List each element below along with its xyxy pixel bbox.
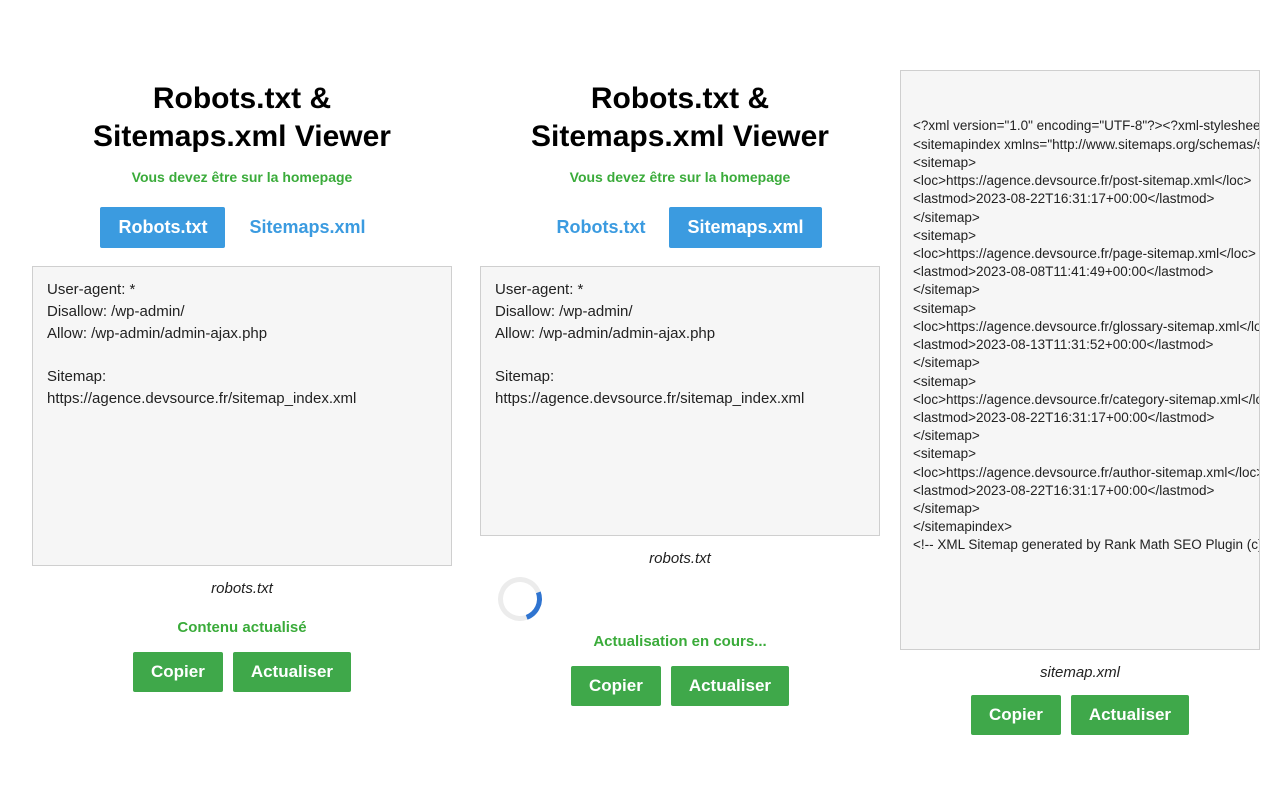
tab-sitemaps[interactable]: Sitemaps.xml (231, 207, 383, 248)
status-text: Contenu actualisé (32, 619, 452, 636)
subtitle: Vous devez être sur la homepage (32, 169, 452, 185)
copy-button[interactable]: Copier (133, 652, 223, 692)
subtitle: Vous devez être sur la homepage (480, 169, 880, 185)
tab-bar: Robots.txt Sitemaps.xml (32, 207, 452, 248)
button-row: Copier Actualiser (32, 652, 452, 692)
status-text: Actualisation en cours... (480, 633, 880, 650)
app-title: Robots.txt & Sitemaps.xml Viewer (32, 80, 452, 155)
content-box-inner: <?xml version="1.0" encoding="UTF-8"?><?… (913, 117, 1260, 554)
content-caption: robots.txt (480, 550, 880, 567)
content-caption: robots.txt (32, 580, 452, 597)
tab-robots[interactable]: Robots.txt (538, 207, 663, 248)
content-caption: sitemap.xml (900, 664, 1260, 681)
content-box[interactable]: <?xml version="1.0" encoding="UTF-8"?><?… (900, 70, 1260, 650)
viewer-panel-sitemap-xml: <?xml version="1.0" encoding="UTF-8"?><?… (900, 70, 1260, 735)
refresh-button[interactable]: Actualiser (233, 652, 351, 692)
viewer-panel-robots: Robots.txt & Sitemaps.xml Viewer Vous de… (32, 80, 452, 692)
refresh-button[interactable]: Actualiser (1071, 695, 1189, 735)
tab-sitemaps[interactable]: Sitemaps.xml (669, 207, 821, 248)
title-line-1: Robots.txt & (153, 82, 331, 115)
button-row: Copier Actualiser (480, 666, 880, 706)
button-row: Copier Actualiser (900, 695, 1260, 735)
copy-button[interactable]: Copier (971, 695, 1061, 735)
loading-spinner-wrap (480, 577, 880, 621)
tab-bar: Robots.txt Sitemaps.xml (480, 207, 880, 248)
viewer-panel-sitemaps-loading: Robots.txt & Sitemaps.xml Viewer Vous de… (480, 80, 880, 706)
title-line-1: Robots.txt & (591, 82, 769, 115)
app-title: Robots.txt & Sitemaps.xml Viewer (480, 80, 880, 155)
refresh-button[interactable]: Actualiser (671, 666, 789, 706)
content-box: User-agent: * Disallow: /wp-admin/ Allow… (32, 266, 452, 566)
content-box: User-agent: * Disallow: /wp-admin/ Allow… (480, 266, 880, 536)
loading-spinner-icon (491, 570, 549, 628)
copy-button[interactable]: Copier (571, 666, 661, 706)
title-line-2: Sitemaps.xml Viewer (531, 120, 829, 153)
title-line-2: Sitemaps.xml Viewer (93, 120, 391, 153)
tab-robots[interactable]: Robots.txt (100, 207, 225, 248)
